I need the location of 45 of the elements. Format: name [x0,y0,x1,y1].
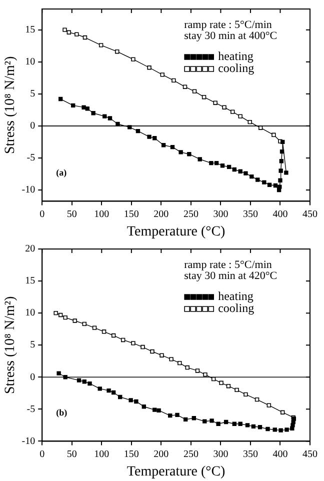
x-tick-label: 450 [302,208,318,220]
legend-label: heating [218,49,254,64]
y-tick-label: -5 [26,152,36,164]
x-tick-label: 250 [183,448,198,460]
x-axis-title: Temperature (°C) [126,464,226,480]
x-tick-label: 150 [124,448,139,460]
y-tick-label: -10 [22,436,36,447]
y-axis-title: Stress (10⁸ N/m²) [3,56,18,154]
x-tick-label: 200 [154,448,169,460]
x-tick-label: 400 [272,208,288,220]
x-tick-label: 150 [124,208,139,220]
x-tick-label: 250 [183,208,198,220]
x-tick-label: 0 [40,208,45,220]
x-tick-label: 0 [40,448,45,460]
annotation: (b) [56,408,68,418]
x-axis-title: Temperature (°C) [126,224,226,240]
y-tick-label: 0 [30,120,36,132]
y-axis-title: Stress (10⁸ N/m²) [3,296,18,394]
y-tick-label: 15 [25,24,36,36]
annotation: ramp rate : 5°C/min [184,258,272,271]
y-tick-label: 0 [30,372,36,383]
x-tick-label: 300 [213,448,228,460]
annotation: stay 30 min at 400°C [184,30,278,42]
y-tick-label: 5 [30,88,36,100]
y-tick-label: 20 [25,244,36,255]
x-tick-label: 450 [302,448,318,460]
annotation: (a) [56,168,67,178]
x-tick-label: 200 [154,208,169,220]
y-tick-label: -5 [26,404,36,415]
legend-label: heating [218,289,254,304]
x-tick-label: 50 [66,448,77,460]
y-tick-label: -10 [22,184,36,196]
x-tick-label: 400 [272,448,288,460]
y-tick-label: 10 [25,56,36,68]
annotation: ramp rate : 5°C/min [184,18,272,31]
x-tick-label: 100 [94,448,110,460]
x-tick-label: 50 [66,208,77,220]
x-tick-label: 300 [213,208,228,220]
x-tick-label: 350 [242,448,258,460]
x-tick-label: 350 [242,208,258,220]
annotation: stay 30 min at 420°C [184,270,278,282]
y-tick-label: 10 [25,308,36,319]
y-tick-label: 15 [25,276,36,287]
x-tick-label: 100 [94,208,110,220]
y-tick-label: 5 [30,340,36,351]
